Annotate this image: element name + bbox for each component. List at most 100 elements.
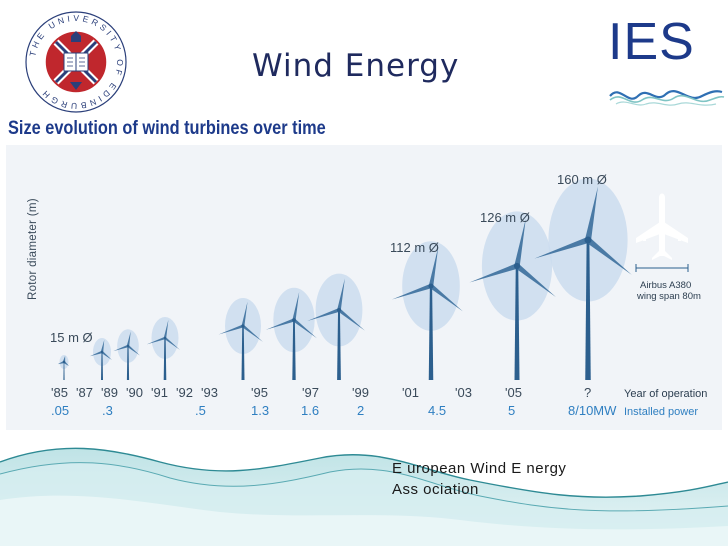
hub	[100, 350, 104, 354]
blade	[469, 263, 518, 283]
year-label: '03	[455, 385, 472, 400]
blade	[89, 350, 103, 357]
credit-line-1: E uropean Wind E nergy	[392, 460, 567, 477]
year-label: '89	[101, 385, 118, 400]
year-label: '92	[176, 385, 193, 400]
turbine	[469, 211, 556, 380]
year-label: '99	[352, 385, 369, 400]
power-row-label: Installed power	[624, 406, 698, 418]
diameter-label-15m: 15 m Ø	[50, 330, 93, 345]
wingspan-label: wing span 80m	[636, 291, 701, 302]
year-label: '97	[302, 385, 319, 400]
hub	[292, 318, 296, 322]
tower	[292, 320, 296, 380]
power-label: 1.3	[251, 403, 269, 418]
year-label: '91	[151, 385, 168, 400]
power-row: .05 .3 .5 1.3 1.6 2 4.5 5 8/10MW	[51, 403, 617, 418]
power-label: 8/10MW	[568, 403, 617, 418]
blade	[218, 324, 244, 335]
year-label: '01	[402, 385, 419, 400]
year-label: '85	[51, 385, 68, 400]
turbine	[307, 273, 365, 380]
blade	[337, 308, 365, 331]
turbine	[218, 298, 263, 380]
year-row-label: Year of operation	[624, 388, 707, 400]
ies-logo: IES	[608, 13, 695, 71]
blade	[126, 331, 131, 347]
tower	[163, 338, 167, 380]
blade	[337, 278, 345, 311]
blade	[514, 218, 526, 267]
power-label: .05	[51, 403, 69, 418]
hub	[428, 283, 434, 289]
blade	[292, 318, 317, 339]
year-label: '87	[76, 385, 93, 400]
year-label: '93	[201, 385, 218, 400]
tower	[428, 286, 434, 380]
tower	[514, 266, 520, 380]
turbine	[265, 287, 317, 380]
power-label: .3	[102, 403, 113, 418]
hub	[513, 262, 521, 270]
blade	[127, 345, 140, 356]
hub	[126, 344, 130, 348]
university-seal-logo: THE UNIVERSITY OF EDINBURGH	[25, 11, 127, 113]
tower	[337, 310, 341, 380]
blade	[113, 344, 129, 352]
year-label: '90	[126, 385, 143, 400]
diameter-label-160m: 160 m Ø	[557, 172, 607, 187]
tower	[101, 352, 103, 380]
power-label: 1.6	[301, 403, 319, 418]
year-label: '05	[505, 385, 522, 400]
blade	[307, 308, 340, 321]
blade	[164, 337, 180, 350]
hub	[163, 336, 167, 340]
blade	[515, 263, 556, 297]
blade	[100, 339, 105, 353]
turbine	[146, 317, 180, 380]
blade	[584, 186, 598, 241]
tower	[126, 346, 130, 380]
diameter-label-126m: 126 m Ø	[480, 210, 530, 225]
hub	[336, 307, 342, 313]
turbine	[57, 355, 69, 380]
blade	[57, 360, 65, 365]
tower	[63, 362, 65, 380]
blade	[428, 247, 439, 287]
hub	[241, 324, 245, 328]
turbine	[391, 241, 463, 380]
blade	[241, 301, 248, 327]
hub	[584, 236, 592, 244]
blade	[586, 237, 632, 275]
blade	[391, 283, 432, 300]
turbine	[534, 178, 632, 380]
year-row: '85 '87 '89 '90 '91 '92 '93 '95 '97 '99 …	[51, 385, 591, 400]
blade	[146, 336, 166, 345]
blade	[163, 319, 169, 339]
turbine	[89, 338, 112, 380]
airbus-label: Airbus A380	[640, 280, 691, 291]
blade	[265, 318, 295, 330]
blade	[242, 324, 263, 342]
blade	[62, 355, 66, 363]
power-label: 4.5	[428, 403, 446, 418]
source-credit: E uropean Wind E nergy Ass ociation	[392, 458, 566, 500]
turbines-group	[57, 178, 632, 380]
power-label: 2	[357, 403, 364, 418]
blade	[292, 292, 300, 321]
diameter-label-112m: 112 m Ø	[390, 240, 439, 255]
blade	[534, 237, 590, 259]
tower	[241, 326, 245, 380]
year-label: ?	[584, 385, 591, 400]
blade	[429, 284, 463, 312]
power-label: .5	[195, 403, 206, 418]
year-label: '95	[251, 385, 268, 400]
airbus-a380-icon	[636, 193, 688, 260]
turbine	[113, 329, 140, 380]
power-label: 5	[508, 403, 515, 418]
blade	[101, 351, 112, 360]
y-axis-label: Rotor diameter (m)	[27, 198, 39, 300]
